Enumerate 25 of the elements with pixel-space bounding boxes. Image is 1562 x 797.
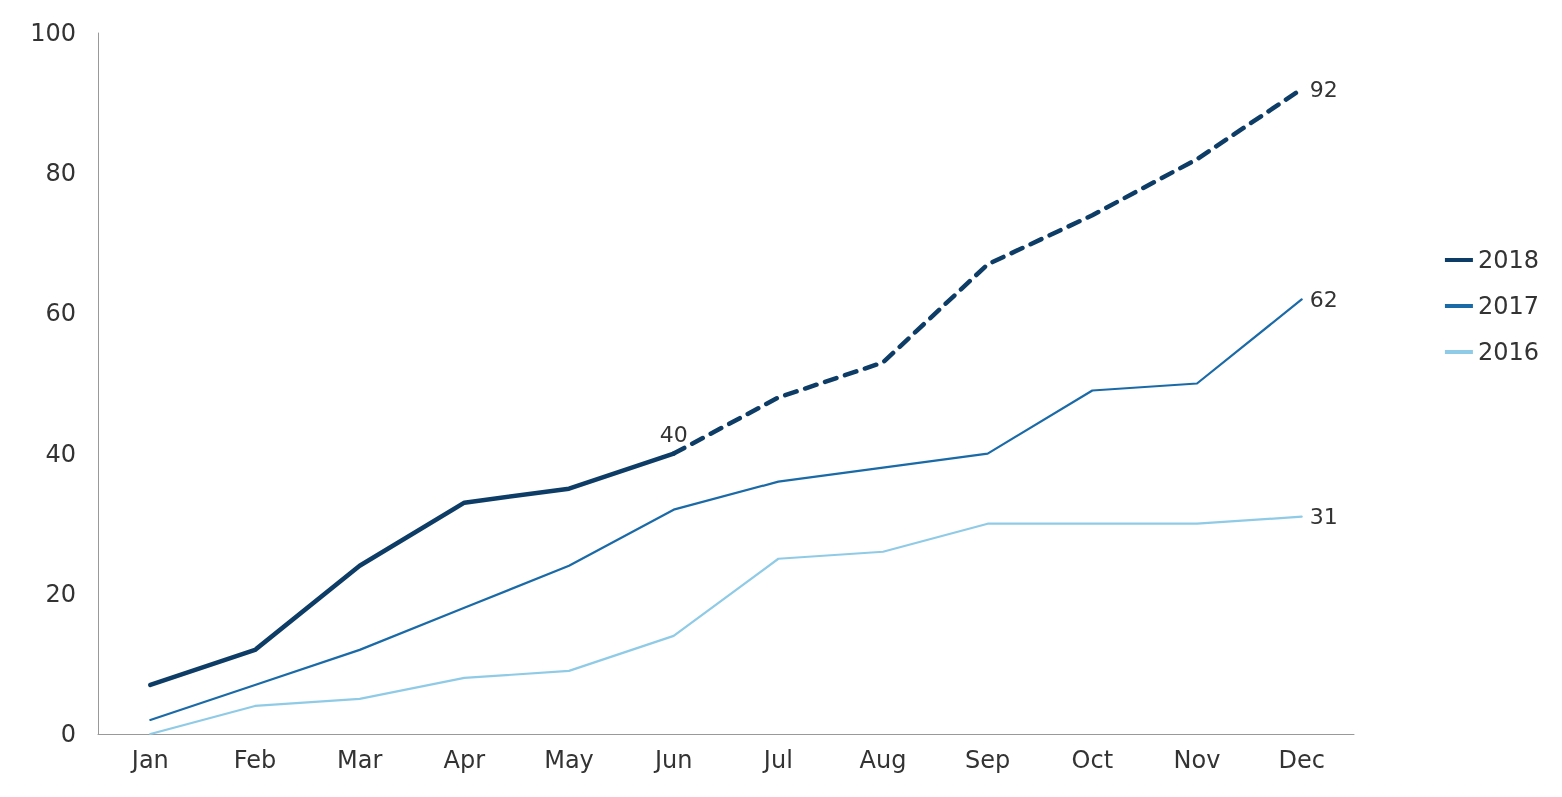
data-label: 40 xyxy=(659,422,688,448)
y-tick-label: 100 xyxy=(30,19,76,47)
y-tick-label: 20 xyxy=(45,579,76,608)
y-tick-label: 80 xyxy=(45,159,76,188)
x-tick-label: Jun xyxy=(652,746,693,774)
x-tick-label: Mar xyxy=(337,746,383,774)
data-label: 62 xyxy=(1309,286,1338,312)
legend-label: 2016 xyxy=(1477,338,1539,366)
x-tick-label: Jul xyxy=(761,746,793,774)
x-tick-label: Sep xyxy=(965,746,1011,774)
legend-label: 2018 xyxy=(1477,246,1539,274)
y-tick-label: 40 xyxy=(45,439,76,468)
data-label: 92 xyxy=(1309,76,1338,102)
y-tick-label: 60 xyxy=(45,299,76,328)
x-tick-label: Nov xyxy=(1173,746,1221,774)
x-tick-label: Oct xyxy=(1071,746,1114,774)
data-label: 31 xyxy=(1309,504,1338,530)
x-tick-label: Dec xyxy=(1278,746,1325,774)
y-tick-label: 0 xyxy=(60,720,76,748)
x-tick-label: Jan xyxy=(129,746,169,774)
x-tick-label: Aug xyxy=(859,746,907,774)
x-tick-label: Apr xyxy=(443,746,486,774)
x-tick-label: May xyxy=(544,746,594,774)
x-tick-label: Feb xyxy=(233,746,277,774)
legend-label: 2017 xyxy=(1477,292,1539,320)
